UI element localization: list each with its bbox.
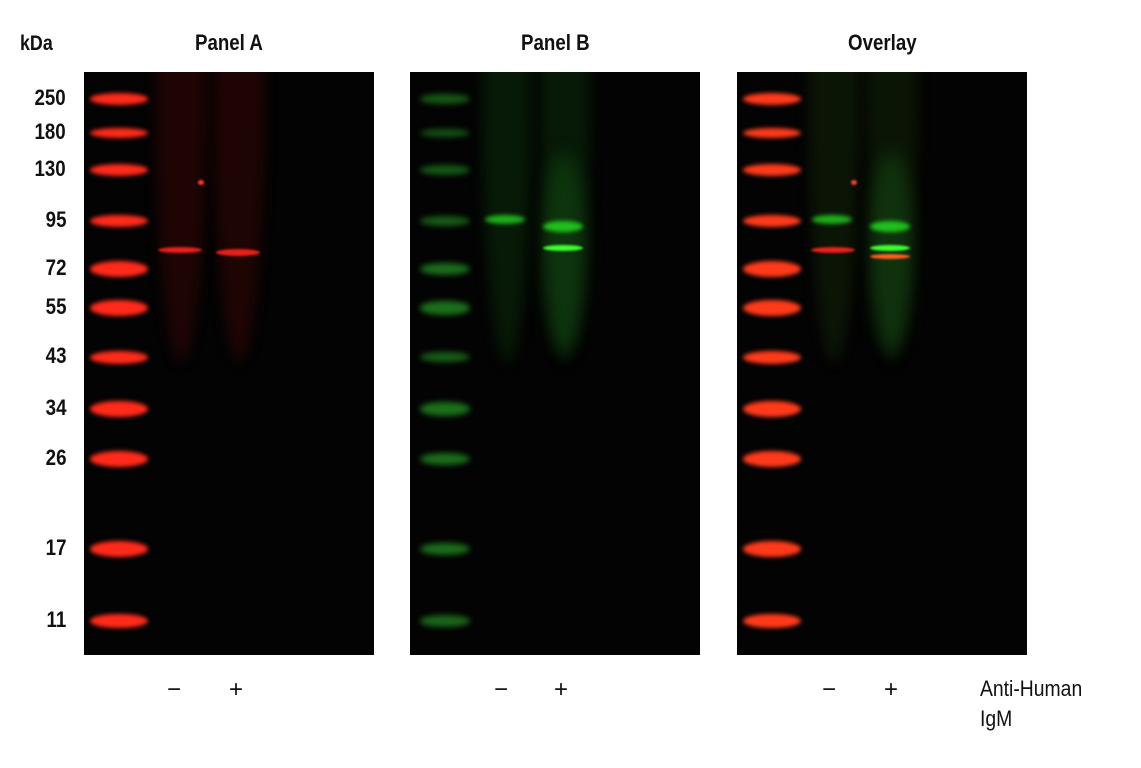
- ladder-band: [90, 127, 148, 139]
- ladder-band: [90, 541, 148, 557]
- marker-label: 55: [45, 294, 66, 319]
- ladder-band: [743, 127, 801, 139]
- marker-label: 11: [46, 607, 66, 632]
- spot: [198, 179, 204, 185]
- ladder-band: [743, 164, 801, 176]
- protein-band: [543, 220, 583, 232]
- protein-band: [870, 220, 910, 232]
- ladder-band: [420, 301, 470, 315]
- lane-label-minus: −: [167, 676, 182, 703]
- ladder-band: [90, 613, 148, 629]
- lane-smear: [542, 152, 586, 352]
- ladder-band: [420, 128, 470, 138]
- blot-panel-a: [84, 72, 374, 655]
- lane-label-minus: −: [822, 676, 837, 703]
- marker-label: 17: [45, 535, 66, 560]
- ladder-band: [420, 351, 470, 363]
- ladder-band: [743, 451, 801, 467]
- treatment-label: Anti-Human IgM: [980, 676, 1083, 731]
- marker-label: 34: [45, 395, 66, 420]
- ladder-band: [743, 350, 801, 364]
- ladder-band: [420, 216, 470, 226]
- marker-label: 180: [34, 119, 66, 144]
- blot-overlay: [737, 72, 1027, 655]
- marker-label: 72: [45, 255, 66, 280]
- ladder-band: [90, 214, 148, 228]
- ladder-band: [743, 299, 801, 317]
- blot-panel-b: [410, 72, 700, 655]
- ladder-band: [90, 93, 148, 105]
- lane-label-plus: +: [229, 676, 244, 703]
- panel-a-title: Panel A: [195, 30, 263, 55]
- protein-band: [811, 247, 855, 253]
- protein-band: [216, 248, 260, 256]
- protein-band: [158, 247, 202, 253]
- marker-label: 43: [45, 343, 66, 368]
- lane-label-plus: +: [554, 676, 569, 703]
- protein-band: [485, 214, 525, 224]
- marker-label: 26: [45, 445, 66, 470]
- ladder-band: [743, 93, 801, 105]
- protein-band: [812, 214, 852, 224]
- ladder-band: [743, 541, 801, 557]
- ladder-band: [420, 542, 470, 556]
- ladder-band: [90, 451, 148, 467]
- lane-smear: [869, 152, 913, 352]
- ladder-band: [420, 402, 470, 416]
- ladder-band: [743, 613, 801, 629]
- ladder-band: [420, 452, 470, 466]
- ladder-band: [743, 214, 801, 228]
- ladder-band: [420, 262, 470, 276]
- marker-label: 95: [45, 207, 66, 232]
- spot: [851, 179, 857, 185]
- lane-label-minus: −: [494, 676, 509, 703]
- marker-label: 250: [34, 85, 66, 110]
- overlay-title: Overlay: [847, 30, 917, 55]
- ladder-band: [743, 261, 801, 277]
- lane-label-plus: +: [884, 676, 899, 703]
- protein-band: [870, 253, 910, 259]
- ladder-band: [90, 261, 148, 277]
- lane-smear: [214, 72, 264, 362]
- lane-smear: [156, 72, 206, 362]
- marker-label: 130: [34, 156, 66, 181]
- ladder-band: [420, 94, 470, 104]
- ladder-band: [420, 615, 470, 627]
- ladder-band: [90, 350, 148, 364]
- kda-axis-label: kDa: [20, 32, 53, 55]
- ladder-band: [420, 165, 470, 175]
- protein-band: [543, 245, 583, 251]
- panel-b-title: Panel B: [520, 30, 590, 55]
- protein-band: [870, 245, 910, 251]
- ladder-band: [90, 299, 148, 317]
- ladder-band: [90, 164, 148, 176]
- ladder-band: [90, 400, 148, 418]
- ladder-band: [743, 400, 801, 418]
